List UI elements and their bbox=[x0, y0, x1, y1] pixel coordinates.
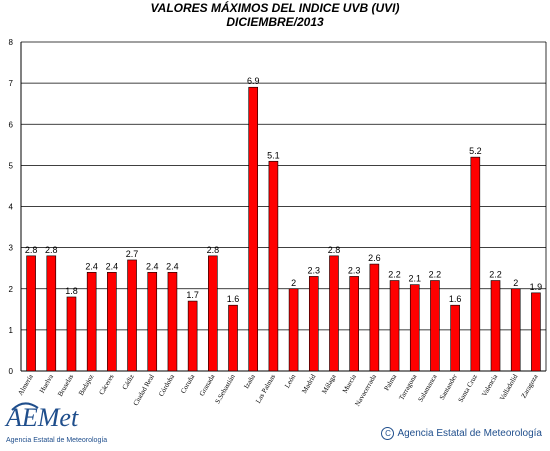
data-label: 2.3 bbox=[348, 265, 361, 275]
bar bbox=[308, 276, 319, 372]
data-label: 2.4 bbox=[106, 261, 119, 271]
footer: C Agencia Estatal de Meteorología bbox=[381, 427, 542, 440]
data-label: 5.2 bbox=[469, 146, 482, 156]
copyright-icon: C bbox=[381, 427, 395, 440]
bar bbox=[187, 300, 198, 372]
x-tick-label: Coruña bbox=[179, 372, 197, 395]
data-label: 2.7 bbox=[126, 249, 139, 259]
aemet-logo: AEMet Agencia Estatal de Meteorología bbox=[4, 400, 114, 446]
bar bbox=[349, 276, 359, 372]
data-label: 2.2 bbox=[429, 270, 442, 280]
bar bbox=[208, 255, 218, 372]
bar bbox=[248, 86, 259, 372]
data-label: 2.4 bbox=[166, 261, 179, 271]
x-tick-label: Huelva bbox=[38, 372, 55, 394]
data-label: 2.8 bbox=[328, 245, 341, 255]
data-label: 2.8 bbox=[25, 245, 38, 255]
bar bbox=[167, 271, 178, 372]
data-label: 6.9 bbox=[247, 76, 260, 86]
data-label: 1.6 bbox=[449, 294, 462, 304]
x-tick-label: Palma bbox=[383, 372, 399, 392]
x-tick-label: Málaga bbox=[320, 372, 338, 395]
data-label: 1.9 bbox=[530, 282, 543, 292]
x-tick-label: Salamanca bbox=[417, 372, 440, 403]
logo-brand: AEMet bbox=[4, 403, 79, 432]
x-tick-label: Cádiz bbox=[121, 373, 136, 391]
chart-title: VALORES MÁXIMOS DEL INDICE UVB (UVI) bbox=[150, 1, 400, 15]
data-label: 5.1 bbox=[267, 150, 280, 160]
y-tick-label: 0 bbox=[9, 367, 14, 376]
data-label: 2.8 bbox=[45, 245, 58, 255]
x-tick-label: Almería bbox=[16, 372, 35, 397]
bar bbox=[26, 255, 36, 372]
bar bbox=[86, 271, 97, 372]
y-tick-label: 7 bbox=[9, 79, 14, 88]
bar bbox=[450, 304, 460, 372]
x-tick-label: Zaragoza bbox=[520, 372, 540, 399]
data-label: 2.2 bbox=[489, 270, 502, 280]
bar bbox=[288, 288, 299, 372]
data-label: 2 bbox=[291, 278, 296, 288]
bar bbox=[329, 255, 339, 372]
data-label: 1.6 bbox=[227, 294, 240, 304]
bar bbox=[107, 271, 117, 372]
y-tick-label: 2 bbox=[9, 285, 14, 294]
x-tick-label: Córdoba bbox=[157, 372, 176, 398]
x-tick-label: Granada bbox=[198, 372, 217, 397]
bar bbox=[46, 255, 57, 372]
x-tick-label: Murcia bbox=[341, 372, 358, 394]
bar bbox=[531, 292, 541, 372]
data-label: 2.6 bbox=[368, 253, 381, 263]
data-label: 2.3 bbox=[308, 265, 321, 275]
bar bbox=[409, 284, 420, 372]
chart-subtitle: DICIEMBRE/2013 bbox=[226, 15, 324, 29]
y-tick-label: 1 bbox=[9, 326, 14, 335]
data-label: 2.8 bbox=[207, 245, 220, 255]
x-tick-label: S.Sebastián bbox=[214, 373, 237, 406]
bar bbox=[228, 304, 238, 372]
bar bbox=[490, 280, 501, 372]
x-tick-label: Santander bbox=[438, 372, 459, 401]
x-tick-label: Madrid bbox=[300, 373, 317, 395]
y-tick-label: 3 bbox=[9, 244, 14, 253]
y-tick-label: 8 bbox=[9, 38, 14, 47]
bar bbox=[147, 271, 158, 372]
data-label: 1.7 bbox=[186, 290, 199, 300]
data-label: 2.1 bbox=[408, 274, 421, 284]
x-tick-label: Valencia bbox=[480, 372, 499, 398]
data-label: 2 bbox=[513, 278, 518, 288]
y-tick-label: 4 bbox=[9, 203, 14, 212]
x-tick-label: Badajoz bbox=[77, 373, 95, 397]
data-label: 2.4 bbox=[85, 261, 98, 271]
y-tick-label: 6 bbox=[9, 120, 14, 129]
logo-tagline: Agencia Estatal de Meteorología bbox=[6, 437, 107, 444]
y-tick-label: 5 bbox=[9, 161, 14, 170]
x-tick-label: Tarragona bbox=[397, 372, 419, 401]
bar bbox=[510, 288, 521, 372]
bar bbox=[66, 296, 77, 372]
x-tick-label: Izaña bbox=[242, 372, 257, 390]
data-label: 1.8 bbox=[65, 286, 78, 296]
bar bbox=[470, 156, 481, 372]
x-tick-label: Bruselas bbox=[56, 373, 75, 398]
x-tick-label: Las Palmas bbox=[254, 373, 277, 405]
data-label: 2.2 bbox=[388, 270, 401, 280]
footer-text: Agencia Estatal de Meteorología bbox=[397, 428, 542, 439]
data-label: 2.4 bbox=[146, 261, 159, 271]
bar bbox=[430, 280, 440, 372]
aemet-logo-icon: AEMet Agencia Estatal de Meteorología bbox=[4, 402, 107, 444]
x-tick-label: Cáceres bbox=[98, 373, 116, 396]
x-tick-label: Santa Cruz bbox=[457, 373, 479, 404]
x-tick-label: Valladolid bbox=[498, 373, 520, 402]
bar bbox=[127, 259, 137, 372]
bar bbox=[369, 263, 380, 372]
bar bbox=[389, 280, 400, 372]
x-tick-label: León bbox=[283, 373, 297, 390]
bar bbox=[268, 160, 279, 372]
x-tick-label: Ciudad Real bbox=[132, 373, 156, 407]
